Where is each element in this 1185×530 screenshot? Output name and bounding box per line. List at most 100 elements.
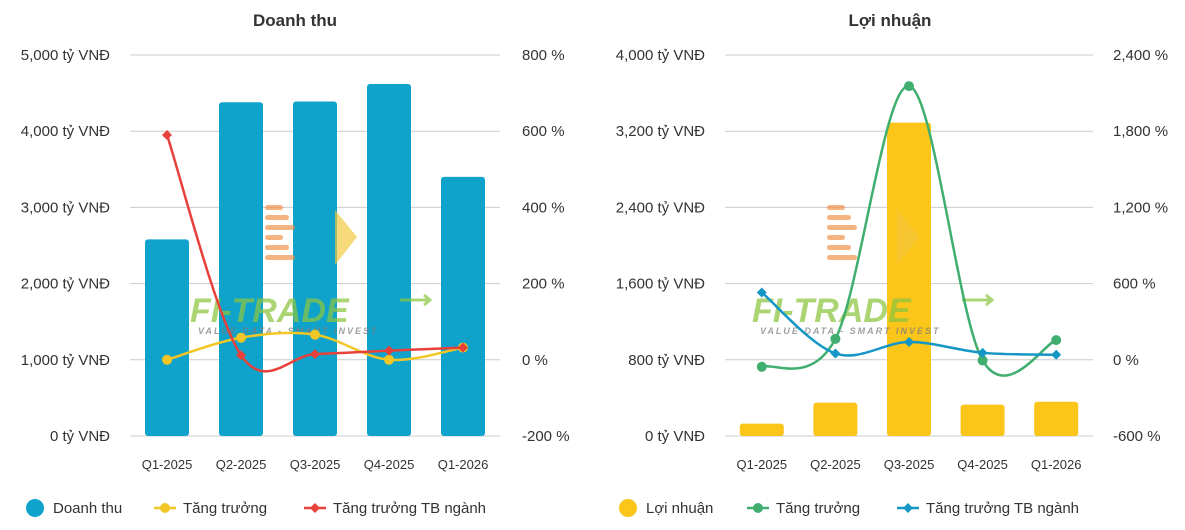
watermark-brand: FI-TRADE [190,292,350,330]
legend-swatch [26,499,44,517]
y-right-tick-label: 1,200 % [1113,199,1168,216]
chart-title: Lợi nhuận [849,11,932,30]
data-point-diamond [162,130,172,141]
legend-swatch-diamond [310,503,320,513]
bar [813,402,858,436]
data-point [904,81,914,92]
watermark-stripe [265,235,283,240]
legend-label: Tăng trưởng [183,500,267,517]
watermark-stripe [827,215,851,220]
y-right-tick-label: 0 % [1113,352,1139,369]
y-right-tick-label: 2,400 % [1113,47,1168,64]
chart-title: Doanh thu [253,11,337,30]
y-right-tick-label: -600 % [1113,428,1161,445]
watermark-stripe [265,225,295,230]
legend-label: Tăng trưởng TB ngành [333,500,486,517]
x-category-label: Q3-2025 [884,457,935,472]
bar [293,101,337,437]
y-right-tick-label: 400 % [522,199,565,216]
data-point-diamond [830,348,841,359]
data-point [236,332,246,343]
y-left-tick-label: 4,000 tỷ VNĐ [616,47,705,64]
x-category-label: Q3-2025 [290,457,341,472]
y-left-tick-label: 2,000 tỷ VNĐ [21,276,110,293]
series-line [165,134,464,373]
y-right-tick-label: 200 % [522,276,565,293]
watermark-arrow-shape [335,210,357,265]
data-point [756,361,767,372]
data-point [977,355,988,366]
watermark-stripe [265,255,295,260]
y-right-tick-label: 0 % [522,352,548,369]
watermark-stripe [827,225,857,230]
y-right-tick-label: 800 % [522,47,565,64]
data-point [384,354,394,365]
chart-doanh-thu: Doanh thu 0 tỷ VNĐ -200 % 1,000 tỷ VNĐ 0 % 2,… [21,11,570,517]
data-point [830,333,841,344]
y-right-tick-label: -200 % [522,428,570,445]
data-point-diamond [904,337,914,348]
watermark-stripe [265,245,289,250]
watermark-brand: FI-TRADE [752,292,912,330]
y-left-tick-label: 5,000 tỷ VNĐ [21,47,110,64]
y-right-tick-label: 600 % [1113,276,1156,293]
y-right-tick-label: 600 % [522,123,565,140]
watermark-stripe [827,255,857,260]
x-category-label: Q1-2026 [1031,457,1082,472]
data-point [310,329,320,340]
y-left-tick-label: 3,200 tỷ VNĐ [616,123,705,140]
watermark-tagline: VALUE DATA - SMART INVEST [198,326,379,336]
data-point-diamond [977,347,988,358]
watermark-arrow-shape [897,210,919,265]
legend-label: Tăng trưởng [776,500,860,517]
watermark-swoosh [400,293,433,307]
legend-swatch [619,499,637,517]
y-left-tick-label: 2,400 tỷ VNĐ [616,199,705,216]
watermark-stripe [827,235,845,240]
watermark-stripe [827,245,851,250]
legend-label: Tăng trưởng TB ngành [926,500,1079,517]
legend-label: Lợi nhuận [646,500,713,517]
y-left-tick-label: 4,000 tỷ VNĐ [21,123,110,140]
data-point-diamond [384,345,394,356]
bar [367,83,411,437]
data-point [162,354,172,365]
legend-swatch-marker [160,503,170,513]
y-left-tick-label: 800 tỷ VNĐ [628,352,705,369]
legend-swatch-diamond [903,503,913,513]
watermark-swoosh [962,293,995,307]
y-left-tick-label: 0 tỷ VNĐ [50,428,110,445]
x-category-label: Q1-2026 [438,457,489,472]
watermark-stripe [265,215,289,220]
x-category-label: Q4-2025 [957,457,1008,472]
bar [960,404,1005,436]
x-category-label: Q2-2025 [810,457,861,472]
data-point [1051,335,1062,346]
data-point-diamond [458,342,468,353]
bar [145,239,189,436]
bar [739,423,784,436]
legend-label: Doanh thu [53,500,122,517]
watermark-stripe [827,205,845,210]
watermark-tagline: VALUE DATA - SMART INVEST [760,326,941,336]
watermark-stripe [265,205,283,210]
data-point-diamond [236,350,246,361]
data-point-diamond [1051,349,1062,360]
data-point-diamond [310,349,320,360]
legend-swatch-marker [753,503,763,513]
bar [1034,401,1079,436]
chart-loi-nhuan: Lợi nhuận 0 tỷ VNĐ -600 % 800 tỷ VNĐ 0 % 1,60… [616,11,1168,517]
x-category-label: Q1-2025 [142,457,193,472]
x-category-label: Q4-2025 [364,457,415,472]
y-left-tick-label: 0 tỷ VNĐ [645,428,705,445]
y-left-tick-label: 1,000 tỷ VNĐ [21,352,110,369]
bar [441,176,485,437]
y-left-tick-label: 1,600 tỷ VNĐ [616,276,705,293]
bar [219,102,263,436]
x-category-label: Q1-2025 [737,457,788,472]
x-category-label: Q2-2025 [216,457,267,472]
y-right-tick-label: 1,800 % [1113,123,1168,140]
